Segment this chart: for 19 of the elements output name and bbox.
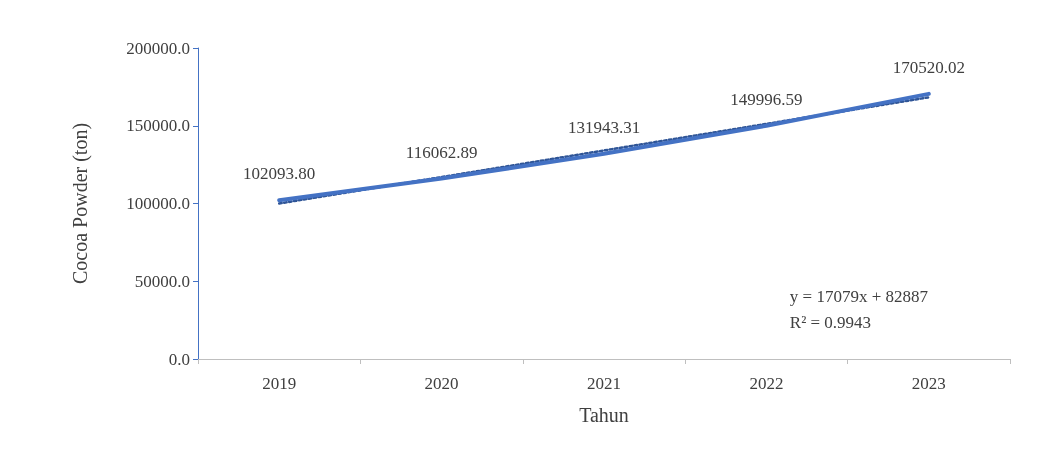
annotation: y = 17079x + 82887 <box>789 286 929 306</box>
x-tick-label: 2023 <box>911 374 946 393</box>
x-tick-label: 2022 <box>749 374 784 393</box>
x-tick-label: 2020 <box>424 374 459 393</box>
x-axis-title: Tahun <box>579 404 629 426</box>
x-tick-label: 2021 <box>587 374 621 393</box>
data-label: 102093.80 <box>243 164 316 184</box>
y-axis-title: Cocoa Powder (ton) <box>69 122 92 285</box>
data-label: 116062.89 <box>405 142 478 162</box>
data-label: 149996.59 <box>730 89 803 109</box>
y-tick-label: 150000.0 <box>126 116 190 136</box>
y-tick-label: 100000.0 <box>126 194 190 213</box>
annotation: R² = 0.9943 <box>789 312 872 332</box>
y-tick-label: 200000.0 <box>126 38 190 58</box>
data-label: 170520.02 <box>892 57 965 77</box>
x-tick-label: 2019 <box>262 374 297 393</box>
data-label: 131943.31 <box>567 117 641 137</box>
y-tick-label: 0.0 <box>168 349 190 369</box>
y-tick-label: 50000.0 <box>134 271 190 291</box>
